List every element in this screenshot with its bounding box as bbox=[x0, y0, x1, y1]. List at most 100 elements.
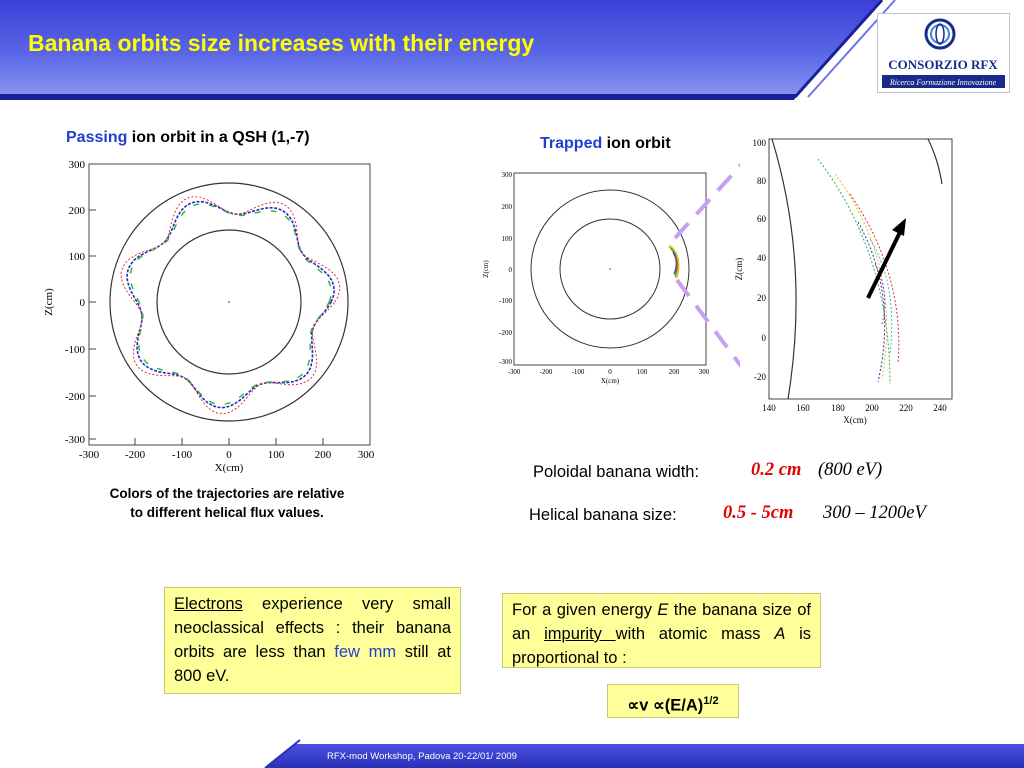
ytick-label: -300 bbox=[65, 434, 86, 446]
outer-wall-circle bbox=[530, 189, 690, 349]
xtick-label: 100 bbox=[268, 449, 285, 461]
ytick-label: -200 bbox=[499, 329, 512, 337]
electrons-text-2: still at 800 eV. bbox=[174, 643, 451, 685]
ytick-label: 60 bbox=[757, 214, 767, 224]
xtick-label: -100 bbox=[572, 368, 585, 376]
ytick-label: 300 bbox=[502, 171, 513, 179]
mass-symbol: A bbox=[774, 625, 786, 643]
passing-label: Passing bbox=[66, 129, 128, 146]
footer-text: RFX-mod Workshop, Padova 20-22/01/ 2009 bbox=[327, 751, 517, 762]
ytick-label: 0 bbox=[509, 266, 513, 274]
electrons-text-1: experience very small neoclassical effec… bbox=[174, 595, 451, 661]
ytick-label: -100 bbox=[65, 344, 86, 356]
helical-size-energy: 300 – 1200eV bbox=[823, 503, 926, 523]
trapped-label: Trapped bbox=[540, 135, 603, 152]
logo-emblem-icon: CONSORZIO RFX Ricerca Formazione Innovaz… bbox=[882, 18, 1005, 88]
x-axis-label: X(cm) bbox=[215, 462, 244, 474]
impurity-note-box: For a given energy E the banana size of … bbox=[502, 593, 821, 668]
xtick-label: 220 bbox=[899, 403, 913, 413]
ytick-label: -20 bbox=[754, 372, 766, 382]
poloidal-width-value: 0.2 cm bbox=[751, 460, 802, 480]
xtick-label: 100 bbox=[637, 368, 648, 376]
xtick-label: -100 bbox=[172, 449, 193, 461]
xtick-label: 0 bbox=[608, 368, 612, 376]
ytick-label: -200 bbox=[65, 391, 86, 403]
logo-subtitle: Ricerca Formazione Innovazione bbox=[889, 78, 997, 87]
xtick-label: -300 bbox=[508, 368, 521, 376]
passing-orbit-trace bbox=[120, 196, 341, 415]
proportionality-formula: ∝v ∝(E/A)1/2 bbox=[607, 684, 739, 718]
page-title: Banana orbits size increases with their … bbox=[28, 30, 535, 56]
passing-orbit-plot: 300 200 100 0 -100 -200 -300 -300 -200 -… bbox=[43, 159, 375, 474]
x-axis-label: X(cm) bbox=[601, 377, 620, 385]
xtick-label: 140 bbox=[762, 403, 776, 413]
inner-circle bbox=[559, 218, 661, 320]
arrow-head-icon bbox=[892, 218, 906, 236]
energy-arrow bbox=[866, 227, 904, 299]
xtick-label: -300 bbox=[79, 449, 100, 461]
footer-band bbox=[264, 739, 1024, 768]
note-line-2: to different helical flux values. bbox=[130, 505, 324, 520]
ytick-label: -300 bbox=[499, 358, 512, 366]
ytick-label: 100 bbox=[753, 138, 767, 148]
wall-arc bbox=[927, 138, 943, 185]
electrons-note-box: Electrons experience very small neoclass… bbox=[164, 587, 461, 694]
consorzio-rfx-logo: CONSORZIO RFX Ricerca Formazione Innovaz… bbox=[877, 13, 1010, 93]
electrons-term: Electrons bbox=[174, 595, 243, 613]
xtick-label: 0 bbox=[226, 449, 232, 461]
ytick-label: 80 bbox=[757, 176, 767, 186]
formula-main: ∝v ∝(E/A) bbox=[627, 696, 704, 715]
ytick-label: 100 bbox=[69, 251, 86, 263]
ytick-label: 40 bbox=[757, 253, 767, 263]
impurity-text-1: For a given energy bbox=[512, 601, 658, 619]
impurity-text-3: with atomic mass bbox=[615, 625, 775, 643]
trapped-orbit-zoom-plot: 100 80 60 40 20 0 -20 140 160 180 200 22… bbox=[734, 134, 953, 425]
ytick-label: 100 bbox=[502, 235, 513, 243]
impurity-term: impurity bbox=[544, 625, 616, 643]
poloidal-width-label: Poloidal banana width: bbox=[533, 463, 700, 481]
impurity-text-2: the banana size of an bbox=[512, 601, 811, 643]
energy-symbol: E bbox=[657, 601, 669, 619]
xtick-label: 160 bbox=[796, 403, 810, 413]
xtick-label: 180 bbox=[831, 403, 845, 413]
x-axis-label: X(cm) bbox=[843, 415, 867, 425]
trapped-caption-rest: ion orbit bbox=[602, 135, 671, 152]
formula-exponent: 1/2 bbox=[703, 695, 719, 707]
inner-circle bbox=[156, 229, 302, 375]
ytick-label: 300 bbox=[69, 159, 86, 171]
helical-size-value: 0.5 - 5cm bbox=[723, 503, 794, 523]
y-axis-label: Z(cm) bbox=[734, 258, 744, 281]
xtick-label: 300 bbox=[699, 368, 710, 376]
xtick-label: -200 bbox=[540, 368, 553, 376]
y-axis-label: Z(cm) bbox=[43, 288, 55, 316]
helical-size-label: Helical banana size: bbox=[529, 506, 677, 524]
xtick-label: -200 bbox=[125, 449, 146, 461]
xtick-label: 240 bbox=[933, 403, 947, 413]
ytick-label: 200 bbox=[69, 205, 86, 217]
poloidal-width-energy: (800 eV) bbox=[818, 460, 883, 480]
passing-caption-rest: ion orbit in a QSH (1,-7) bbox=[127, 129, 310, 146]
passing-orbit-caption: Passing ion orbit in a QSH (1,-7) bbox=[66, 129, 310, 147]
ytick-label: 200 bbox=[502, 203, 513, 211]
xtick-label: 300 bbox=[358, 449, 375, 461]
ytick-label: -100 bbox=[499, 297, 512, 305]
header-band bbox=[0, 0, 1024, 100]
passing-orbit-trace bbox=[126, 200, 336, 409]
xtick-label: 200 bbox=[865, 403, 879, 413]
ytick-label: 20 bbox=[757, 293, 767, 303]
outer-wall-circle bbox=[109, 182, 349, 422]
xtick-label: 200 bbox=[669, 368, 680, 376]
trajectory-color-note: Colors of the trajectories are relative … bbox=[62, 484, 392, 522]
note-line-1: Colors of the trajectories are relative bbox=[109, 486, 345, 501]
passing-orbit-trace bbox=[129, 203, 333, 406]
ytick-label: 0 bbox=[80, 297, 86, 309]
trapped-orbit-small-plot: 300 200 100 0 -100 -200 -300 -300 -200 -… bbox=[482, 171, 710, 385]
xtick-label: 200 bbox=[315, 449, 332, 461]
impurity-text-4: is proportional to : bbox=[512, 625, 812, 667]
y-axis-label: Z(cm) bbox=[482, 260, 490, 278]
few-mm-highlight: few mm bbox=[334, 643, 397, 661]
inner-flux-arc bbox=[771, 138, 797, 400]
trapped-orbit-caption: Trapped ion orbit bbox=[540, 135, 671, 153]
zoom-connector-lines bbox=[673, 153, 752, 372]
ytick-label: 0 bbox=[762, 333, 767, 343]
